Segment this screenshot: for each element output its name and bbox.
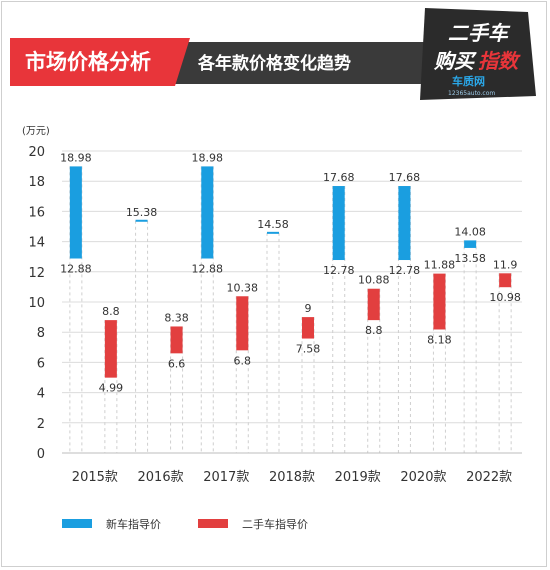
header-title: 市场价格分析 bbox=[25, 50, 151, 74]
logo-url: 12365auto.com bbox=[448, 90, 495, 97]
logo-line1: 二手车 bbox=[448, 21, 511, 45]
data-label-top: 8.38 bbox=[164, 311, 189, 324]
header-subtitle: 各年款价格变化趋势 bbox=[197, 53, 351, 74]
new-price-bar bbox=[398, 186, 411, 261]
x-tick-label: 2019款 bbox=[335, 470, 381, 485]
bar-layer bbox=[69, 166, 512, 378]
y-tick-label: 6 bbox=[37, 356, 45, 371]
data-label-bottom: 4.99 bbox=[99, 382, 124, 395]
x-tick-label: 2022款 bbox=[466, 470, 512, 485]
data-label-bottom: 12.88 bbox=[60, 263, 92, 276]
grid-layer bbox=[62, 150, 522, 454]
x-tick-label: 2020款 bbox=[400, 470, 446, 485]
x-tick-label: 2015款 bbox=[72, 470, 118, 485]
used-price-bar bbox=[302, 317, 314, 339]
data-label-top: 15.38 bbox=[126, 206, 158, 219]
data-label-bottom: 13.58 bbox=[454, 252, 486, 265]
legend: 新车指导价 二手车指导价 bbox=[62, 517, 308, 531]
logo-background bbox=[420, 8, 536, 100]
data-label-top: 11.88 bbox=[424, 259, 456, 272]
data-label-bottom: 6.8 bbox=[234, 354, 252, 367]
used-price-bar bbox=[499, 273, 512, 288]
data-label-top: 17.68 bbox=[389, 171, 421, 184]
y-tick-label: 10 bbox=[28, 296, 45, 311]
x-tick-label: 2016款 bbox=[138, 470, 184, 485]
data-label-top: 14.58 bbox=[257, 218, 289, 231]
data-label-top: 11.9 bbox=[493, 258, 518, 271]
new-price-bar bbox=[69, 166, 82, 259]
logo-site: 车质网 bbox=[452, 74, 485, 88]
y-unit-label: (万元) bbox=[22, 126, 50, 137]
used-price-bar bbox=[433, 273, 446, 330]
y-tick-label: 16 bbox=[28, 205, 45, 220]
legend-label-new: 新车指导价 bbox=[106, 517, 161, 531]
logo: 二手车 购买 指数 车质网 12365auto.com bbox=[420, 8, 536, 100]
x-tick-label: 2017款 bbox=[203, 470, 249, 485]
legend-label-used: 二手车指导价 bbox=[242, 517, 308, 531]
new-price-bar bbox=[464, 240, 477, 248]
used-price-bar bbox=[170, 326, 183, 354]
x-tick-label: 2018款 bbox=[269, 470, 315, 485]
legend-swatch-used bbox=[198, 519, 228, 528]
new-price-bar bbox=[332, 186, 345, 261]
y-tick-label: 12 bbox=[28, 266, 45, 281]
y-tick-label: 4 bbox=[37, 387, 45, 402]
new-price-bar bbox=[201, 166, 214, 259]
new-price-bar bbox=[135, 219, 148, 222]
data-label-top: 10.38 bbox=[227, 281, 259, 294]
data-label-bottom: 7.58 bbox=[296, 343, 321, 356]
used-price-bar bbox=[104, 320, 117, 378]
data-label-top: 10.88 bbox=[358, 274, 390, 287]
y-tick-label: 2 bbox=[37, 417, 45, 432]
data-label-top: 14.08 bbox=[454, 225, 486, 238]
legend-swatch-new bbox=[62, 519, 92, 528]
label-layer: 18.9812.888.84.9915.388.386.618.9812.881… bbox=[60, 151, 521, 394]
y-tick-label: 18 bbox=[28, 175, 45, 190]
axis-layer: 0 2 4 6 8 10 12 14 16 18 20 2015款 2016款 2017款 2018款 201… bbox=[28, 145, 522, 485]
header-red-band bbox=[10, 38, 190, 86]
data-label-bottom: 8.8 bbox=[365, 324, 383, 337]
header-banner: 市场价格分析 各年款价格变化趋势 bbox=[10, 38, 475, 86]
used-price-bar bbox=[236, 296, 249, 351]
data-label-bottom: 8.18 bbox=[427, 333, 452, 346]
data-label-bottom: 12.78 bbox=[389, 264, 421, 277]
data-label-top: 18.98 bbox=[60, 151, 92, 164]
data-label-top: 9 bbox=[305, 302, 312, 315]
data-label-top: 8.8 bbox=[102, 305, 120, 318]
data-label-bottom: 12.88 bbox=[192, 263, 224, 276]
y-tick-label: 0 bbox=[37, 447, 45, 462]
logo-line2a: 购买 bbox=[433, 49, 477, 73]
logo-line2b: 指数 bbox=[478, 49, 521, 73]
y-tick-label: 8 bbox=[37, 326, 45, 341]
new-price-bar bbox=[267, 231, 279, 234]
data-label-top: 18.98 bbox=[192, 151, 224, 164]
used-price-bar bbox=[367, 288, 380, 321]
data-label-bottom: 10.98 bbox=[489, 291, 521, 304]
data-label-bottom: 6.6 bbox=[168, 357, 186, 370]
data-label-bottom: 12.78 bbox=[323, 264, 355, 277]
y-tick-label: 20 bbox=[28, 145, 45, 160]
data-label-top: 17.68 bbox=[323, 171, 355, 184]
y-tick-label: 14 bbox=[28, 236, 45, 251]
